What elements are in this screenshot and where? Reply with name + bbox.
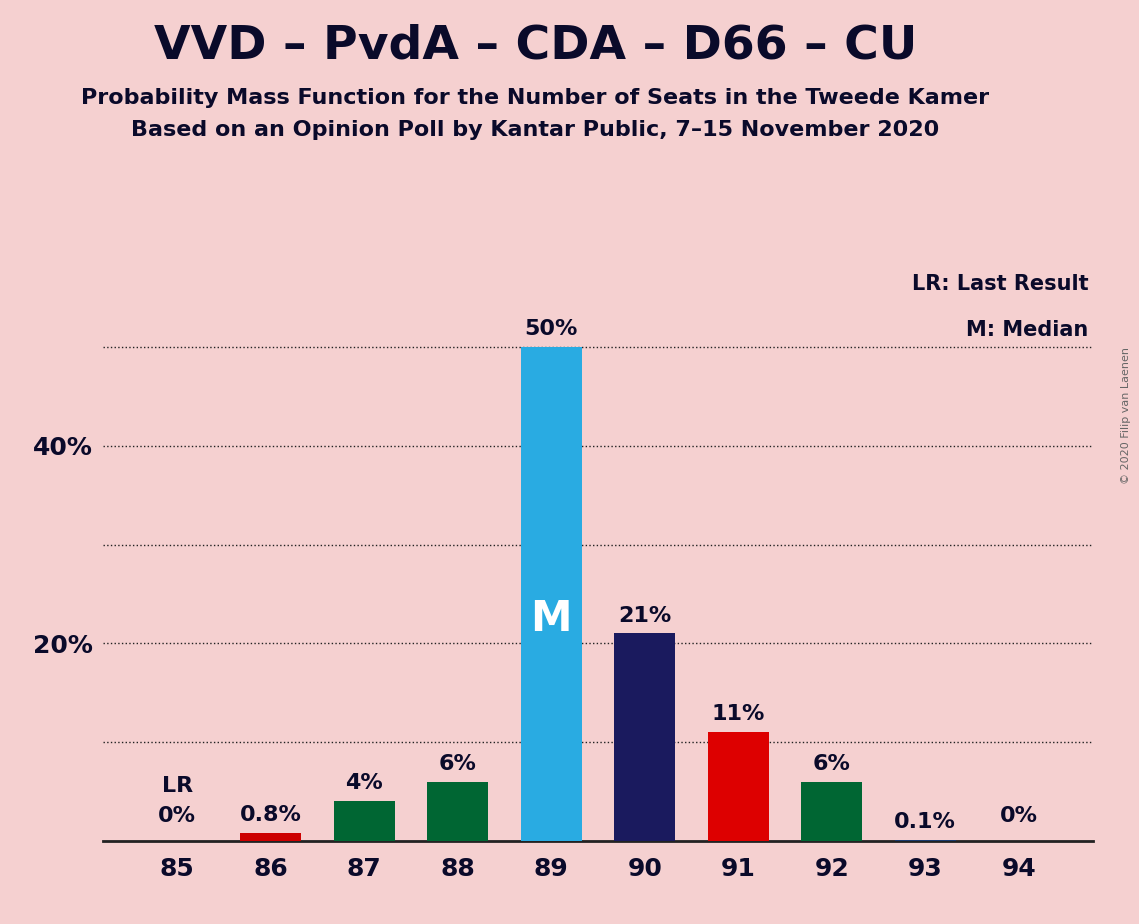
Text: M: M [531, 598, 572, 639]
Text: 0%: 0% [1000, 806, 1038, 826]
Bar [802, 782, 862, 841]
Bar [614, 634, 675, 841]
Text: Based on an Opinion Poll by Kantar Public, 7–15 November 2020: Based on an Opinion Poll by Kantar Publi… [131, 120, 940, 140]
Bar [427, 782, 489, 841]
Text: 6%: 6% [439, 754, 477, 773]
Text: LR: LR [162, 776, 192, 796]
Text: 0.1%: 0.1% [894, 812, 956, 832]
Text: 0.8%: 0.8% [240, 805, 302, 825]
Text: © 2020 Filip van Laenen: © 2020 Filip van Laenen [1121, 347, 1131, 484]
Text: 11%: 11% [712, 704, 765, 724]
Text: Probability Mass Function for the Number of Seats in the Tweede Kamer: Probability Mass Function for the Number… [81, 88, 990, 108]
Text: M: Median: M: Median [966, 320, 1089, 339]
Bar [707, 732, 769, 841]
Text: LR: Last Result: LR: Last Result [912, 274, 1089, 294]
Bar [895, 840, 956, 841]
Bar [240, 833, 301, 841]
Text: VVD – PvdA – CDA – D66 – CU: VVD – PvdA – CDA – D66 – CU [154, 23, 917, 68]
Text: 50%: 50% [525, 319, 577, 339]
Text: 21%: 21% [618, 605, 671, 626]
Text: 0%: 0% [158, 806, 196, 826]
Text: 6%: 6% [813, 754, 851, 773]
Bar [334, 801, 394, 841]
Text: 4%: 4% [345, 773, 383, 794]
Bar [521, 347, 582, 841]
